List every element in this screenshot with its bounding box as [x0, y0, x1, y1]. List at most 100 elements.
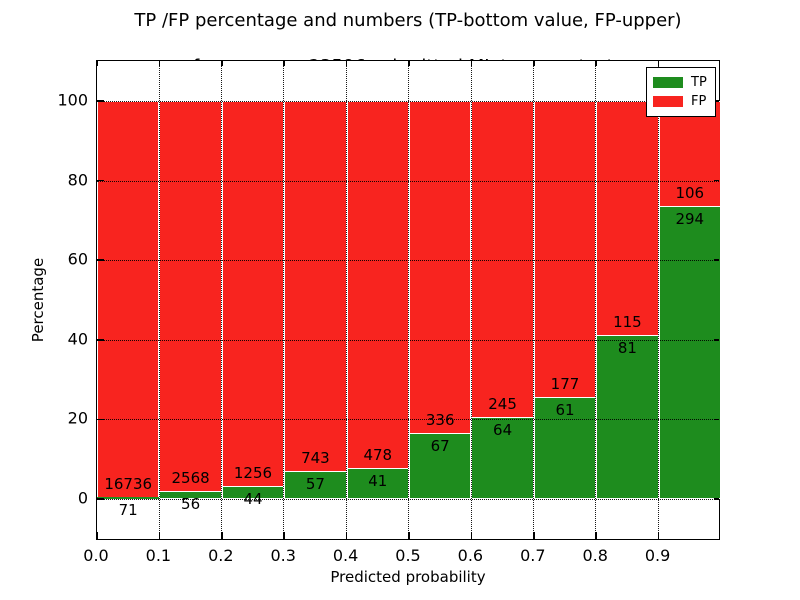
tp-count-label: 71	[118, 501, 138, 520]
y-gridline	[97, 101, 719, 102]
y-tick-mark	[714, 100, 719, 102]
fp-segment	[533, 101, 597, 397]
y-tick-mark	[97, 259, 104, 261]
chart-title-line1: TP /FP percentage and numbers (TP-bottom…	[134, 10, 682, 31]
fp-count-label: 115	[613, 312, 642, 331]
y-gridline	[97, 419, 719, 421]
y-tick-mark	[97, 339, 104, 341]
x-tick-mark	[345, 532, 348, 539]
x-tick-mark	[221, 532, 223, 539]
x-gridline	[221, 61, 222, 539]
fp-count-label: 245	[488, 394, 517, 413]
fp-count-label: 2568	[171, 468, 210, 487]
x-tick-label: 0.1	[145, 546, 172, 565]
fp-count-label: 743	[301, 448, 330, 467]
fp-swatch-icon	[653, 96, 683, 107]
x-tick-label: 0.9	[644, 546, 671, 565]
tp-segment	[346, 467, 409, 499]
tp-swatch-icon	[653, 77, 683, 88]
plot-area: 16736 71 2568 56 1256 44 743 57 478 41 336 67 245 64 1…	[96, 60, 721, 540]
x-tick-mark	[345, 61, 348, 66]
y-tick-mark	[714, 339, 719, 341]
x-gridline	[657, 61, 659, 539]
tp-segment	[658, 206, 721, 499]
y-tick-label: 100	[57, 90, 88, 110]
x-tick-mark	[595, 532, 597, 539]
y-tick-mark	[714, 498, 719, 500]
x-gridline	[345, 61, 347, 539]
x-tick-mark	[408, 61, 410, 66]
fp-count-label: 336	[425, 410, 455, 429]
y-tick-label: 0	[77, 488, 88, 508]
tp-count-label: 64	[493, 420, 513, 439]
y-gridline	[97, 339, 719, 341]
x-tick-mark	[595, 61, 597, 66]
y-axis-label: Percentage	[29, 257, 47, 343]
legend-item-tp: TP	[653, 76, 709, 89]
x-gridline	[595, 61, 597, 539]
x-tick-label: 0.6	[457, 546, 484, 565]
legend: TP FP	[646, 67, 716, 117]
y-tick-label: 80	[67, 170, 88, 190]
tp-count-label: 41	[368, 471, 388, 490]
x-tick-mark	[408, 532, 410, 539]
fp-segment	[346, 101, 409, 468]
tp-segment	[409, 432, 472, 499]
x-tick-mark	[533, 532, 535, 539]
x-tick-label: 0.4	[332, 546, 359, 565]
tp-count-label: 56	[181, 494, 201, 513]
fp-count-label: 1256	[233, 463, 273, 482]
tp-segment	[533, 396, 597, 499]
tp-segment	[284, 470, 347, 499]
x-tick-label: 0.5	[395, 546, 421, 565]
y-tick-mark	[714, 418, 719, 421]
x-tick-mark	[533, 61, 535, 66]
legend-label-tp: TP	[691, 75, 707, 90]
x-tick-mark	[221, 61, 223, 66]
y-tick-label: 20	[67, 408, 88, 428]
y-tick-mark	[714, 179, 719, 182]
x-tick-mark	[158, 532, 161, 539]
fp-segment	[471, 101, 534, 417]
fp-segment	[97, 101, 160, 498]
x-gridline	[470, 61, 472, 539]
legend-label-fp: FP	[691, 94, 707, 109]
x-tick-mark	[158, 61, 161, 66]
fp-count-label: 177	[550, 374, 580, 393]
fp-count-label: 106	[675, 184, 705, 203]
tp-count-label: 57	[305, 474, 325, 493]
x-tick-mark	[96, 532, 98, 539]
y-tick-label: 60	[67, 249, 88, 269]
x-tick-mark	[657, 61, 660, 66]
fp-segment	[658, 101, 721, 207]
legend-item-fp: FP	[653, 95, 709, 108]
x-axis-label: Predicted probability	[330, 568, 486, 586]
tp-count-label: 81	[617, 338, 637, 357]
fp-segment	[221, 101, 285, 486]
y-tick-label: 40	[67, 329, 88, 349]
fp-count-label: 16736	[104, 475, 153, 494]
fp-segment	[159, 101, 222, 491]
x-tick-label: 0.3	[270, 546, 296, 565]
tp-count-label: 61	[555, 400, 575, 419]
x-gridline	[283, 61, 285, 539]
x-tick-mark	[283, 61, 285, 66]
tp-count-label: 294	[675, 210, 705, 229]
x-tick-mark	[470, 61, 473, 66]
x-tick-label: 0.7	[520, 546, 546, 565]
y-tick-mark	[97, 100, 104, 102]
x-tick-mark	[470, 532, 473, 539]
x-tick-mark	[657, 532, 660, 539]
x-tick-label: 0.8	[582, 546, 608, 565]
fp-segment	[284, 101, 347, 471]
y-tick-mark	[714, 259, 719, 261]
x-tick-label: 0.2	[208, 546, 234, 565]
tp-count-label: 67	[430, 436, 450, 455]
x-gridline	[533, 61, 534, 539]
y-tick-mark	[97, 179, 104, 182]
y-tick-mark	[97, 498, 104, 500]
y-gridline	[97, 180, 719, 182]
x-tick-mark	[283, 532, 285, 539]
x-gridline	[158, 61, 160, 539]
